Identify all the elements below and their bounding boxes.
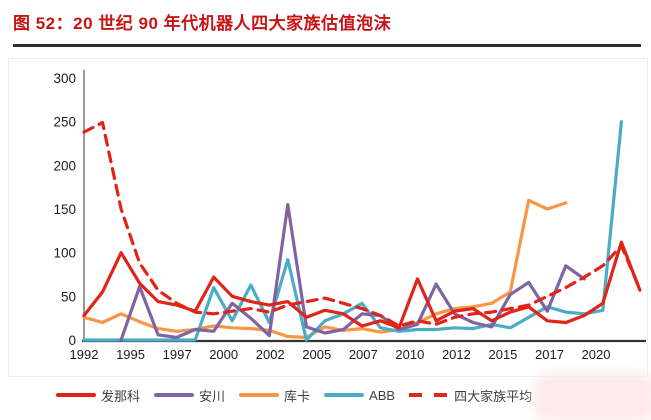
legend-item-yaskawa: 安川	[154, 386, 225, 405]
figure-title: 图 52：20 世纪 90 年代机器人四大家族估值泡沫	[13, 14, 392, 33]
legend-label-kuka: 库卡	[284, 388, 311, 404]
legend-item-abb: ABB	[324, 388, 395, 403]
fanuc-line-swatch	[56, 393, 96, 397]
kuka-line-swatch	[239, 393, 280, 397]
legend-label-average: 四大家族平均	[454, 388, 533, 404]
chart-frame	[8, 58, 648, 377]
chart-legend: 发那科 安川 库卡 ABB 四大家族平均	[56, 384, 532, 406]
title-divider	[13, 44, 641, 47]
legend-label-yaskawa: 安川	[199, 388, 226, 404]
legend-item-kuka: 库卡	[239, 386, 310, 405]
average-dashed-line-swatch	[409, 393, 450, 397]
watermark-blur-patch	[541, 380, 649, 415]
legend-label-abb: ABB	[369, 387, 396, 403]
yaskawa-line-swatch	[154, 393, 195, 397]
legend-item-fanuc: 发那科	[56, 386, 140, 405]
legend-label-fanuc: 发那科	[101, 388, 141, 404]
legend-item-average: 四大家族平均	[409, 386, 532, 405]
abb-line-swatch	[324, 393, 365, 397]
